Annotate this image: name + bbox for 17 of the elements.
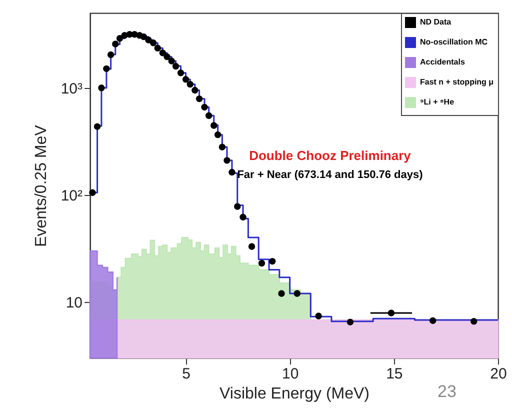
text: 23 [438, 382, 456, 401]
legend-label: No-oscillation MC [420, 38, 488, 46]
legend-label: ND Data [420, 18, 452, 26]
y-tick-label: 10³ [60, 80, 82, 98]
x-tick-label: 20 [490, 366, 507, 382]
x-axis-title: Visible Energy (MeV) [220, 386, 370, 402]
x-tick-label: 10 [282, 366, 299, 382]
x-tick-label: 5 [182, 366, 190, 382]
legend-label: Accidentals [420, 58, 466, 66]
x-tick-label: 15 [386, 366, 403, 382]
y-tick-label: 10 [66, 294, 82, 312]
y-axis-title: Events/0.25 MeV [32, 124, 50, 247]
legend-label: Fast n + stopping μ [420, 78, 494, 86]
y-tick-label: 10² [60, 187, 82, 204]
legend-label: ⁹Li + ⁸He [420, 98, 455, 106]
annotation: Far + Near (673.14 and 150.76 days) [237, 169, 424, 181]
annotation: Double Chooz Preliminary [249, 148, 412, 163]
